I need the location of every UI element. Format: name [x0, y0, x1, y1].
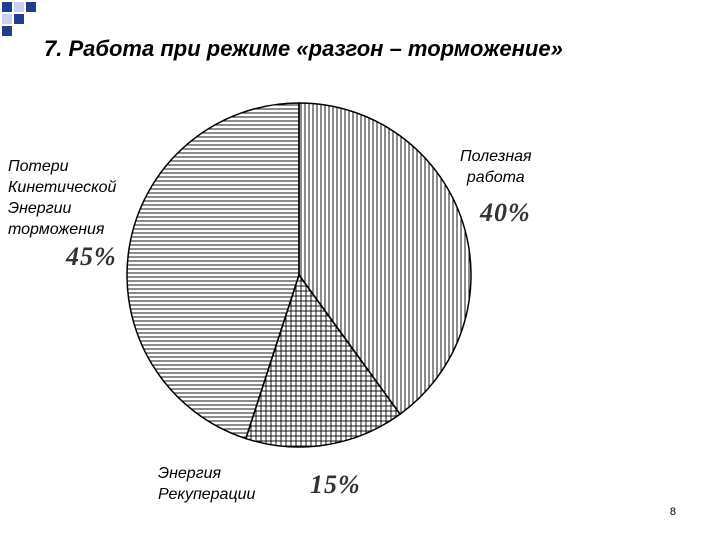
slice-label-braking-losses: Потери Кинетической Энергии торможения [8, 158, 117, 238]
pie-slice-braking-losses [126, 102, 300, 440]
slice-value-useful-work: 40% [480, 198, 531, 227]
page-number: 8 [669, 506, 676, 518]
slice-label-recuperation: Энергия Рекуперации [158, 465, 256, 503]
slice-label-useful-work: Полезная работа [460, 148, 532, 186]
corner-decoration [2, 2, 36, 36]
pie-slice-recuperation [244, 273, 402, 448]
slide-title: 7. Работа при режиме «разгон – торможени… [44, 36, 563, 61]
slice-value-braking-losses: 45% [66, 242, 117, 271]
pie-slice-useful-work [298, 102, 472, 416]
slice-value-recuperation: 15% [310, 470, 361, 499]
